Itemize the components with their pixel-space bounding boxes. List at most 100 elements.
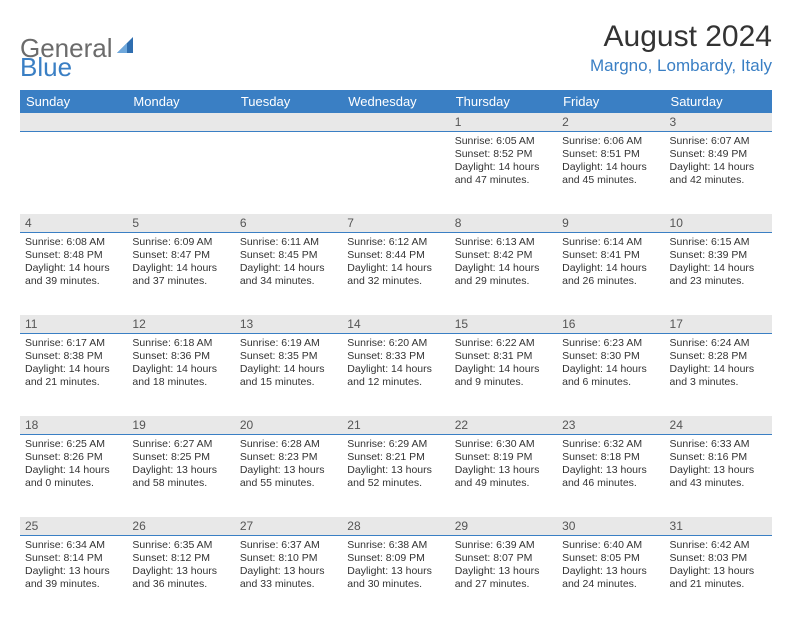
day-cell: Sunrise: 6:14 AMSunset: 8:41 PMDaylight:… [557, 233, 664, 315]
day1-line: Daylight: 13 hours [562, 464, 659, 477]
day-header: Tuesday [235, 90, 342, 113]
day-cell: Sunrise: 6:37 AMSunset: 8:10 PMDaylight:… [235, 536, 342, 618]
sunset-line: Sunset: 8:39 PM [670, 249, 767, 262]
day2-line: and 18 minutes. [132, 376, 229, 389]
day-number: 17 [665, 315, 772, 333]
sunset-line: Sunset: 8:35 PM [240, 350, 337, 363]
sunset-line: Sunset: 8:05 PM [562, 552, 659, 565]
sunrise-line: Sunrise: 6:33 AM [670, 438, 767, 451]
day2-line: and 49 minutes. [455, 477, 552, 490]
day2-line: and 27 minutes. [455, 578, 552, 591]
day2-line: and 21 minutes. [25, 376, 122, 389]
sunrise-line: Sunrise: 6:19 AM [240, 337, 337, 350]
day-header: Thursday [450, 90, 557, 113]
day-cell: Sunrise: 6:39 AMSunset: 8:07 PMDaylight:… [450, 536, 557, 618]
sunrise-line: Sunrise: 6:07 AM [670, 135, 767, 148]
day2-line: and 46 minutes. [562, 477, 659, 490]
day1-line: Daylight: 13 hours [562, 565, 659, 578]
sunrise-line: Sunrise: 6:23 AM [562, 337, 659, 350]
sunrise-line: Sunrise: 6:09 AM [132, 236, 229, 249]
sunrise-line: Sunrise: 6:17 AM [25, 337, 122, 350]
day-number: 11 [20, 315, 127, 333]
month-title: August 2024 [590, 20, 772, 54]
day-headers-row: SundayMondayTuesdayWednesdayThursdayFrid… [20, 90, 772, 113]
sunrise-line: Sunrise: 6:15 AM [670, 236, 767, 249]
sunset-line: Sunset: 8:33 PM [347, 350, 444, 363]
day-cell: Sunrise: 6:08 AMSunset: 8:48 PMDaylight:… [20, 233, 127, 315]
day-number: 10 [665, 214, 772, 232]
day1-line: Daylight: 14 hours [25, 363, 122, 376]
day1-line: Daylight: 14 hours [455, 363, 552, 376]
sunrise-line: Sunrise: 6:18 AM [132, 337, 229, 350]
day1-line: Daylight: 13 hours [240, 464, 337, 477]
logo-text-blue: Blue [20, 52, 72, 83]
day1-line: Daylight: 14 hours [670, 363, 767, 376]
day-cell: Sunrise: 6:07 AMSunset: 8:49 PMDaylight:… [665, 132, 772, 214]
logo-sail-icon [115, 33, 137, 64]
title-block: August 2024 Margno, Lombardy, Italy [590, 20, 772, 76]
day-number: 28 [342, 517, 449, 535]
week-row: Sunrise: 6:34 AMSunset: 8:14 PMDaylight:… [20, 535, 772, 618]
day-cell: Sunrise: 6:17 AMSunset: 8:38 PMDaylight:… [20, 334, 127, 416]
sunrise-line: Sunrise: 6:37 AM [240, 539, 337, 552]
day-cell: Sunrise: 6:12 AMSunset: 8:44 PMDaylight:… [342, 233, 449, 315]
day-number: 16 [557, 315, 664, 333]
day1-line: Daylight: 13 hours [347, 565, 444, 578]
sunrise-line: Sunrise: 6:08 AM [25, 236, 122, 249]
day-number: 21 [342, 416, 449, 434]
day1-line: Daylight: 13 hours [132, 464, 229, 477]
day-number: 31 [665, 517, 772, 535]
day-cell: Sunrise: 6:29 AMSunset: 8:21 PMDaylight:… [342, 435, 449, 517]
sunset-line: Sunset: 8:14 PM [25, 552, 122, 565]
day1-line: Daylight: 13 hours [455, 565, 552, 578]
sunrise-line: Sunrise: 6:20 AM [347, 337, 444, 350]
sunset-line: Sunset: 8:18 PM [562, 451, 659, 464]
day-cell: Sunrise: 6:42 AMSunset: 8:03 PMDaylight:… [665, 536, 772, 618]
day-number: 18 [20, 416, 127, 434]
sunrise-line: Sunrise: 6:35 AM [132, 539, 229, 552]
daynum-row: 123 [20, 113, 772, 131]
calendar: SundayMondayTuesdayWednesdayThursdayFrid… [20, 90, 772, 618]
day1-line: Daylight: 14 hours [25, 464, 122, 477]
sunset-line: Sunset: 8:26 PM [25, 451, 122, 464]
sunset-line: Sunset: 8:42 PM [455, 249, 552, 262]
day-number: 25 [20, 517, 127, 535]
day-number: 4 [20, 214, 127, 232]
sunset-line: Sunset: 8:52 PM [455, 148, 552, 161]
sunrise-line: Sunrise: 6:13 AM [455, 236, 552, 249]
day2-line: and 21 minutes. [670, 578, 767, 591]
day1-line: Daylight: 14 hours [562, 161, 659, 174]
day-number: 1 [450, 113, 557, 131]
day-cell: Sunrise: 6:27 AMSunset: 8:25 PMDaylight:… [127, 435, 234, 517]
page-header: General August 2024 Margno, Lombardy, It… [0, 0, 792, 84]
daynum-row: 11121314151617 [20, 315, 772, 333]
day1-line: Daylight: 13 hours [670, 464, 767, 477]
day-cell: Sunrise: 6:25 AMSunset: 8:26 PMDaylight:… [20, 435, 127, 517]
sunset-line: Sunset: 8:51 PM [562, 148, 659, 161]
day1-line: Daylight: 14 hours [562, 262, 659, 275]
day2-line: and 37 minutes. [132, 275, 229, 288]
sunrise-line: Sunrise: 6:05 AM [455, 135, 552, 148]
day-cell: Sunrise: 6:34 AMSunset: 8:14 PMDaylight:… [20, 536, 127, 618]
sunset-line: Sunset: 8:25 PM [132, 451, 229, 464]
sunset-line: Sunset: 8:44 PM [347, 249, 444, 262]
sunset-line: Sunset: 8:23 PM [240, 451, 337, 464]
sunset-line: Sunset: 8:30 PM [562, 350, 659, 363]
daynum-row: 18192021222324 [20, 416, 772, 434]
day-number: 5 [127, 214, 234, 232]
day2-line: and 26 minutes. [562, 275, 659, 288]
sunset-line: Sunset: 8:12 PM [132, 552, 229, 565]
day-cell [342, 132, 449, 214]
day-number: 3 [665, 113, 772, 131]
day-number: 24 [665, 416, 772, 434]
sunrise-line: Sunrise: 6:39 AM [455, 539, 552, 552]
day-header: Friday [557, 90, 664, 113]
day1-line: Daylight: 14 hours [132, 363, 229, 376]
sunset-line: Sunset: 8:10 PM [240, 552, 337, 565]
day1-line: Daylight: 14 hours [455, 262, 552, 275]
day2-line: and 45 minutes. [562, 174, 659, 187]
sunset-line: Sunset: 8:36 PM [132, 350, 229, 363]
day-number: 8 [450, 214, 557, 232]
day2-line: and 52 minutes. [347, 477, 444, 490]
sunset-line: Sunset: 8:09 PM [347, 552, 444, 565]
